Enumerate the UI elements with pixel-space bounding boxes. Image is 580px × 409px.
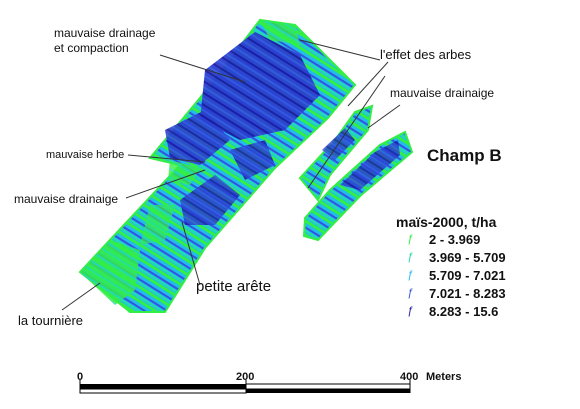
- legend-title: maïs-2000, t/ha: [396, 214, 497, 230]
- label-tourniere: la tournière: [18, 313, 84, 328]
- scale-tick-200: 200: [236, 371, 255, 383]
- label-drainage-compaction-line2: et compaction: [54, 41, 129, 55]
- legend-item: ƒ 5.709 - 7.021: [404, 266, 506, 284]
- leader-drainage-right: [367, 104, 401, 129]
- scale-units: Meters: [426, 371, 462, 383]
- leader-drainage-compaction: [159, 54, 246, 83]
- leader-arbres-1: [299, 39, 381, 61]
- label-drainage-compaction-line1: mauvaise drainage: [54, 26, 156, 40]
- leader-herbe: [127, 154, 206, 163]
- scale-tick-400: 400: [400, 371, 419, 383]
- legend-range: 3.969 - 5.709: [429, 249, 506, 265]
- field-main: [78, 18, 357, 313]
- leader-arbres-3: [307, 75, 386, 189]
- label-drainage-right: mauvaise drainaige: [390, 86, 495, 100]
- leader-arbres-2: [347, 61, 389, 107]
- leader-tourniere: [61, 282, 101, 311]
- yield-point-icon: ƒ: [406, 305, 414, 317]
- legend-item: ƒ 3.969 - 5.709: [404, 248, 506, 266]
- label-petite-arete: petite arête: [196, 278, 272, 295]
- scale-bar: [79, 380, 411, 394]
- label-effet-arbres: l'effet des arbes: [380, 47, 472, 62]
- map-title: Champ B: [427, 146, 502, 165]
- scale-tick-0: 0: [77, 371, 84, 383]
- label-drainage-left: mauvaise drainaige: [14, 192, 119, 206]
- legend-range: 7.021 - 8.283: [429, 285, 506, 301]
- legend-range: 5.709 - 7.021: [429, 267, 506, 283]
- legend-range: 2 - 3.969: [429, 231, 481, 247]
- yield-point-icon: ƒ: [406, 251, 414, 263]
- leader-drainage-left: [125, 169, 206, 199]
- label-mauvaise-herbe: mauvaise herbe: [46, 149, 125, 161]
- yield-point-icon: ƒ: [406, 233, 414, 245]
- yield-point-icon: ƒ: [406, 287, 414, 299]
- field-strips-right: [298, 104, 414, 242]
- legend-item: ƒ 8.283 - 15.6: [404, 302, 498, 320]
- legend-item: ƒ 2 - 3.969: [404, 230, 480, 248]
- legend-range: 8.283 - 15.6: [429, 303, 499, 319]
- yield-point-icon: ƒ: [406, 269, 414, 281]
- leader-arete: [181, 221, 201, 286]
- leader-lines: [61, 39, 401, 311]
- legend-item: ƒ 7.021 - 8.283: [404, 284, 506, 302]
